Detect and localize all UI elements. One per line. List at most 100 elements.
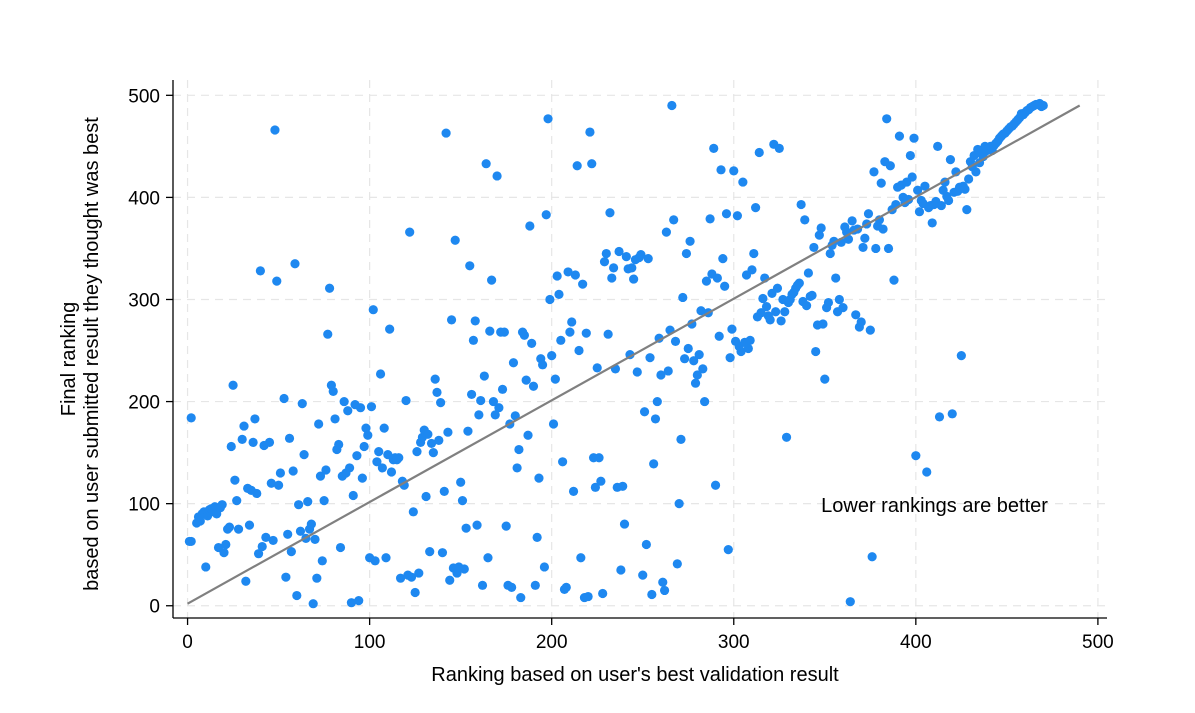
- data-point: [869, 167, 879, 177]
- y-tick-label: 400: [128, 188, 160, 209]
- data-point: [745, 335, 755, 345]
- data-point: [286, 547, 296, 557]
- data-point: [275, 468, 286, 478]
- grid: [173, 80, 1107, 618]
- data-point: [820, 374, 830, 384]
- data-point: [299, 450, 309, 460]
- data-point: [947, 409, 957, 419]
- data-point: [652, 396, 662, 407]
- data-point: [670, 336, 681, 346]
- data-point: [548, 419, 559, 429]
- data-point: [465, 261, 475, 271]
- data-point: [751, 203, 761, 213]
- data-point: [412, 446, 422, 457]
- y-ticks: 0 100 200 300 400 500: [128, 86, 173, 618]
- data-point: [754, 147, 764, 158]
- data-point: [354, 596, 364, 606]
- data-point: [361, 423, 371, 433]
- data-point: [656, 370, 666, 380]
- data-point: [470, 316, 480, 326]
- data-point: [523, 430, 533, 440]
- data-point: [253, 549, 264, 559]
- data-point: [714, 331, 724, 341]
- data-point: [328, 386, 338, 396]
- data-point: [909, 133, 919, 143]
- data-point: [545, 294, 555, 305]
- data-point: [377, 463, 387, 473]
- data-point: [807, 290, 817, 301]
- data-point: [581, 328, 591, 338]
- data-point: [865, 325, 875, 335]
- x-tick-label: 400: [900, 632, 932, 653]
- x-ticks: 0 100 200 300 400 500: [182, 618, 1114, 653]
- data-point: [474, 410, 484, 420]
- data-point: [907, 172, 917, 182]
- data-point: [825, 248, 835, 259]
- data-point: [594, 453, 604, 463]
- data-point: [639, 407, 650, 417]
- data-point: [661, 227, 671, 237]
- data-point: [359, 441, 369, 452]
- data-point: [445, 575, 455, 585]
- data-point: [876, 178, 886, 188]
- data-point: [885, 161, 895, 171]
- data-point: [543, 114, 553, 124]
- data-point: [312, 573, 322, 583]
- data-point: [685, 236, 695, 246]
- data-point: [355, 403, 366, 413]
- data-point: [541, 210, 551, 220]
- data-point: [882, 114, 892, 124]
- data-point: [809, 242, 819, 253]
- data-point: [692, 370, 702, 380]
- data-point: [565, 327, 575, 337]
- data-point: [430, 374, 440, 384]
- data-point: [294, 500, 304, 510]
- data-point: [401, 395, 411, 406]
- data-point: [375, 369, 386, 379]
- data-point: [339, 396, 349, 407]
- data-point: [374, 446, 384, 457]
- data-point: [550, 374, 560, 384]
- data-point: [233, 524, 244, 534]
- data-point: [561, 582, 571, 592]
- data-point: [485, 326, 495, 336]
- data-point: [288, 466, 298, 476]
- data-point: [796, 199, 806, 210]
- y-tick-label: 200: [128, 393, 160, 414]
- data-point: [241, 576, 251, 586]
- data-point: [501, 521, 511, 531]
- data-point: [272, 276, 282, 286]
- data-point: [525, 221, 535, 231]
- data-point: [314, 419, 324, 429]
- data-point: [406, 572, 417, 582]
- data-point: [781, 432, 792, 442]
- data-point: [379, 423, 389, 433]
- data-point: [563, 267, 573, 277]
- data-point: [801, 301, 812, 311]
- data-point: [461, 523, 471, 533]
- data-point: [330, 414, 340, 424]
- data-point: [270, 125, 280, 135]
- data-point: [459, 564, 469, 574]
- data-point: [217, 500, 227, 510]
- data-point: [944, 195, 954, 206]
- data-point: [279, 393, 289, 404]
- data-point: [532, 532, 542, 542]
- data-point: [618, 481, 628, 491]
- data-point: [627, 263, 637, 273]
- x-tick-label: 100: [354, 632, 386, 653]
- data-point: [477, 580, 488, 590]
- data-point: [811, 346, 821, 357]
- data-point: [971, 167, 981, 177]
- x-tick-label: 300: [718, 632, 750, 653]
- data-point: [537, 360, 548, 370]
- data-point: [771, 307, 781, 317]
- data-point: [960, 184, 970, 194]
- data-point: [818, 319, 828, 329]
- data-point: [621, 252, 631, 262]
- data-point: [605, 208, 615, 218]
- data-point: [408, 507, 418, 517]
- data-point: [705, 214, 715, 224]
- data-point: [385, 324, 395, 334]
- data-point: [823, 297, 834, 308]
